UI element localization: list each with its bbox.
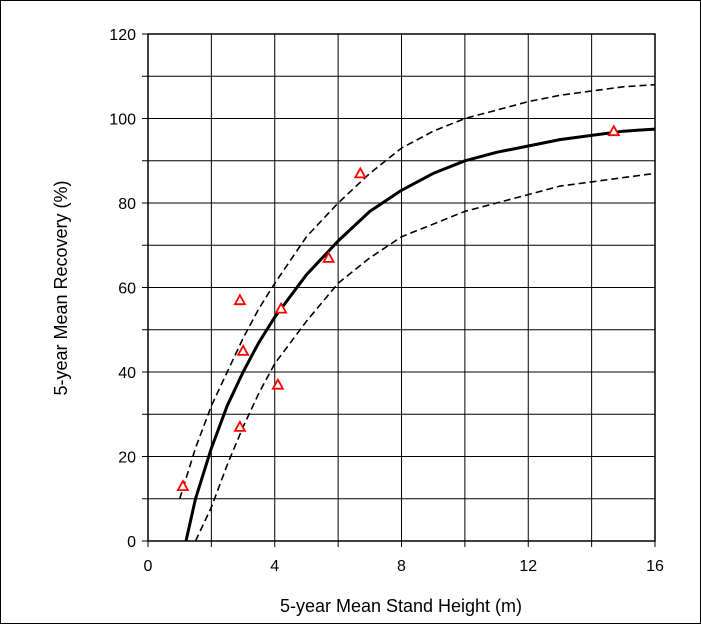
upper-bound-line: [178, 83, 656, 500]
y-tick-label: 40: [118, 365, 136, 382]
data-point-triangle: [271, 377, 285, 390]
x-tick-label: 0: [144, 558, 153, 575]
data-point-triangle: [274, 301, 288, 314]
data-point-triangle: [176, 479, 190, 492]
data-point-triangle: [353, 166, 367, 179]
y-tick-label: 60: [118, 281, 136, 298]
data-point-triangle: [233, 293, 247, 306]
x-tick-label: 12: [519, 558, 537, 575]
y-tick-label: 80: [118, 196, 136, 213]
y-tick-label: 20: [118, 450, 136, 467]
y-tick-label: 120: [109, 27, 136, 44]
x-tick-label: 4: [270, 558, 279, 575]
y-tick-label: 100: [109, 112, 136, 129]
data-point-triangle: [607, 124, 621, 137]
data-points: [176, 124, 621, 492]
grid-lines: [148, 34, 655, 541]
x-axis-label: 5-year Mean Stand Height (m): [280, 596, 522, 616]
data-point-triangle: [233, 420, 247, 432]
data-point-triangle: [322, 251, 336, 263]
x-tick-labels: 0 4 8 12 16: [144, 558, 664, 575]
fitted-line-line: [184, 127, 656, 542]
x-tick-label: 16: [646, 558, 664, 575]
axis-ticks: [142, 33, 656, 547]
x-tick-label: 8: [397, 558, 406, 575]
series-lines: [178, 83, 656, 542]
y-axis-label: 5-year Mean Recovery (%): [51, 180, 71, 395]
data-point-triangle: [236, 344, 250, 356]
lower-bound-line: [194, 172, 656, 542]
y-tick-labels: 0 20 40 60 80 100 120: [109, 27, 136, 551]
y-tick-label: 0: [127, 534, 136, 551]
